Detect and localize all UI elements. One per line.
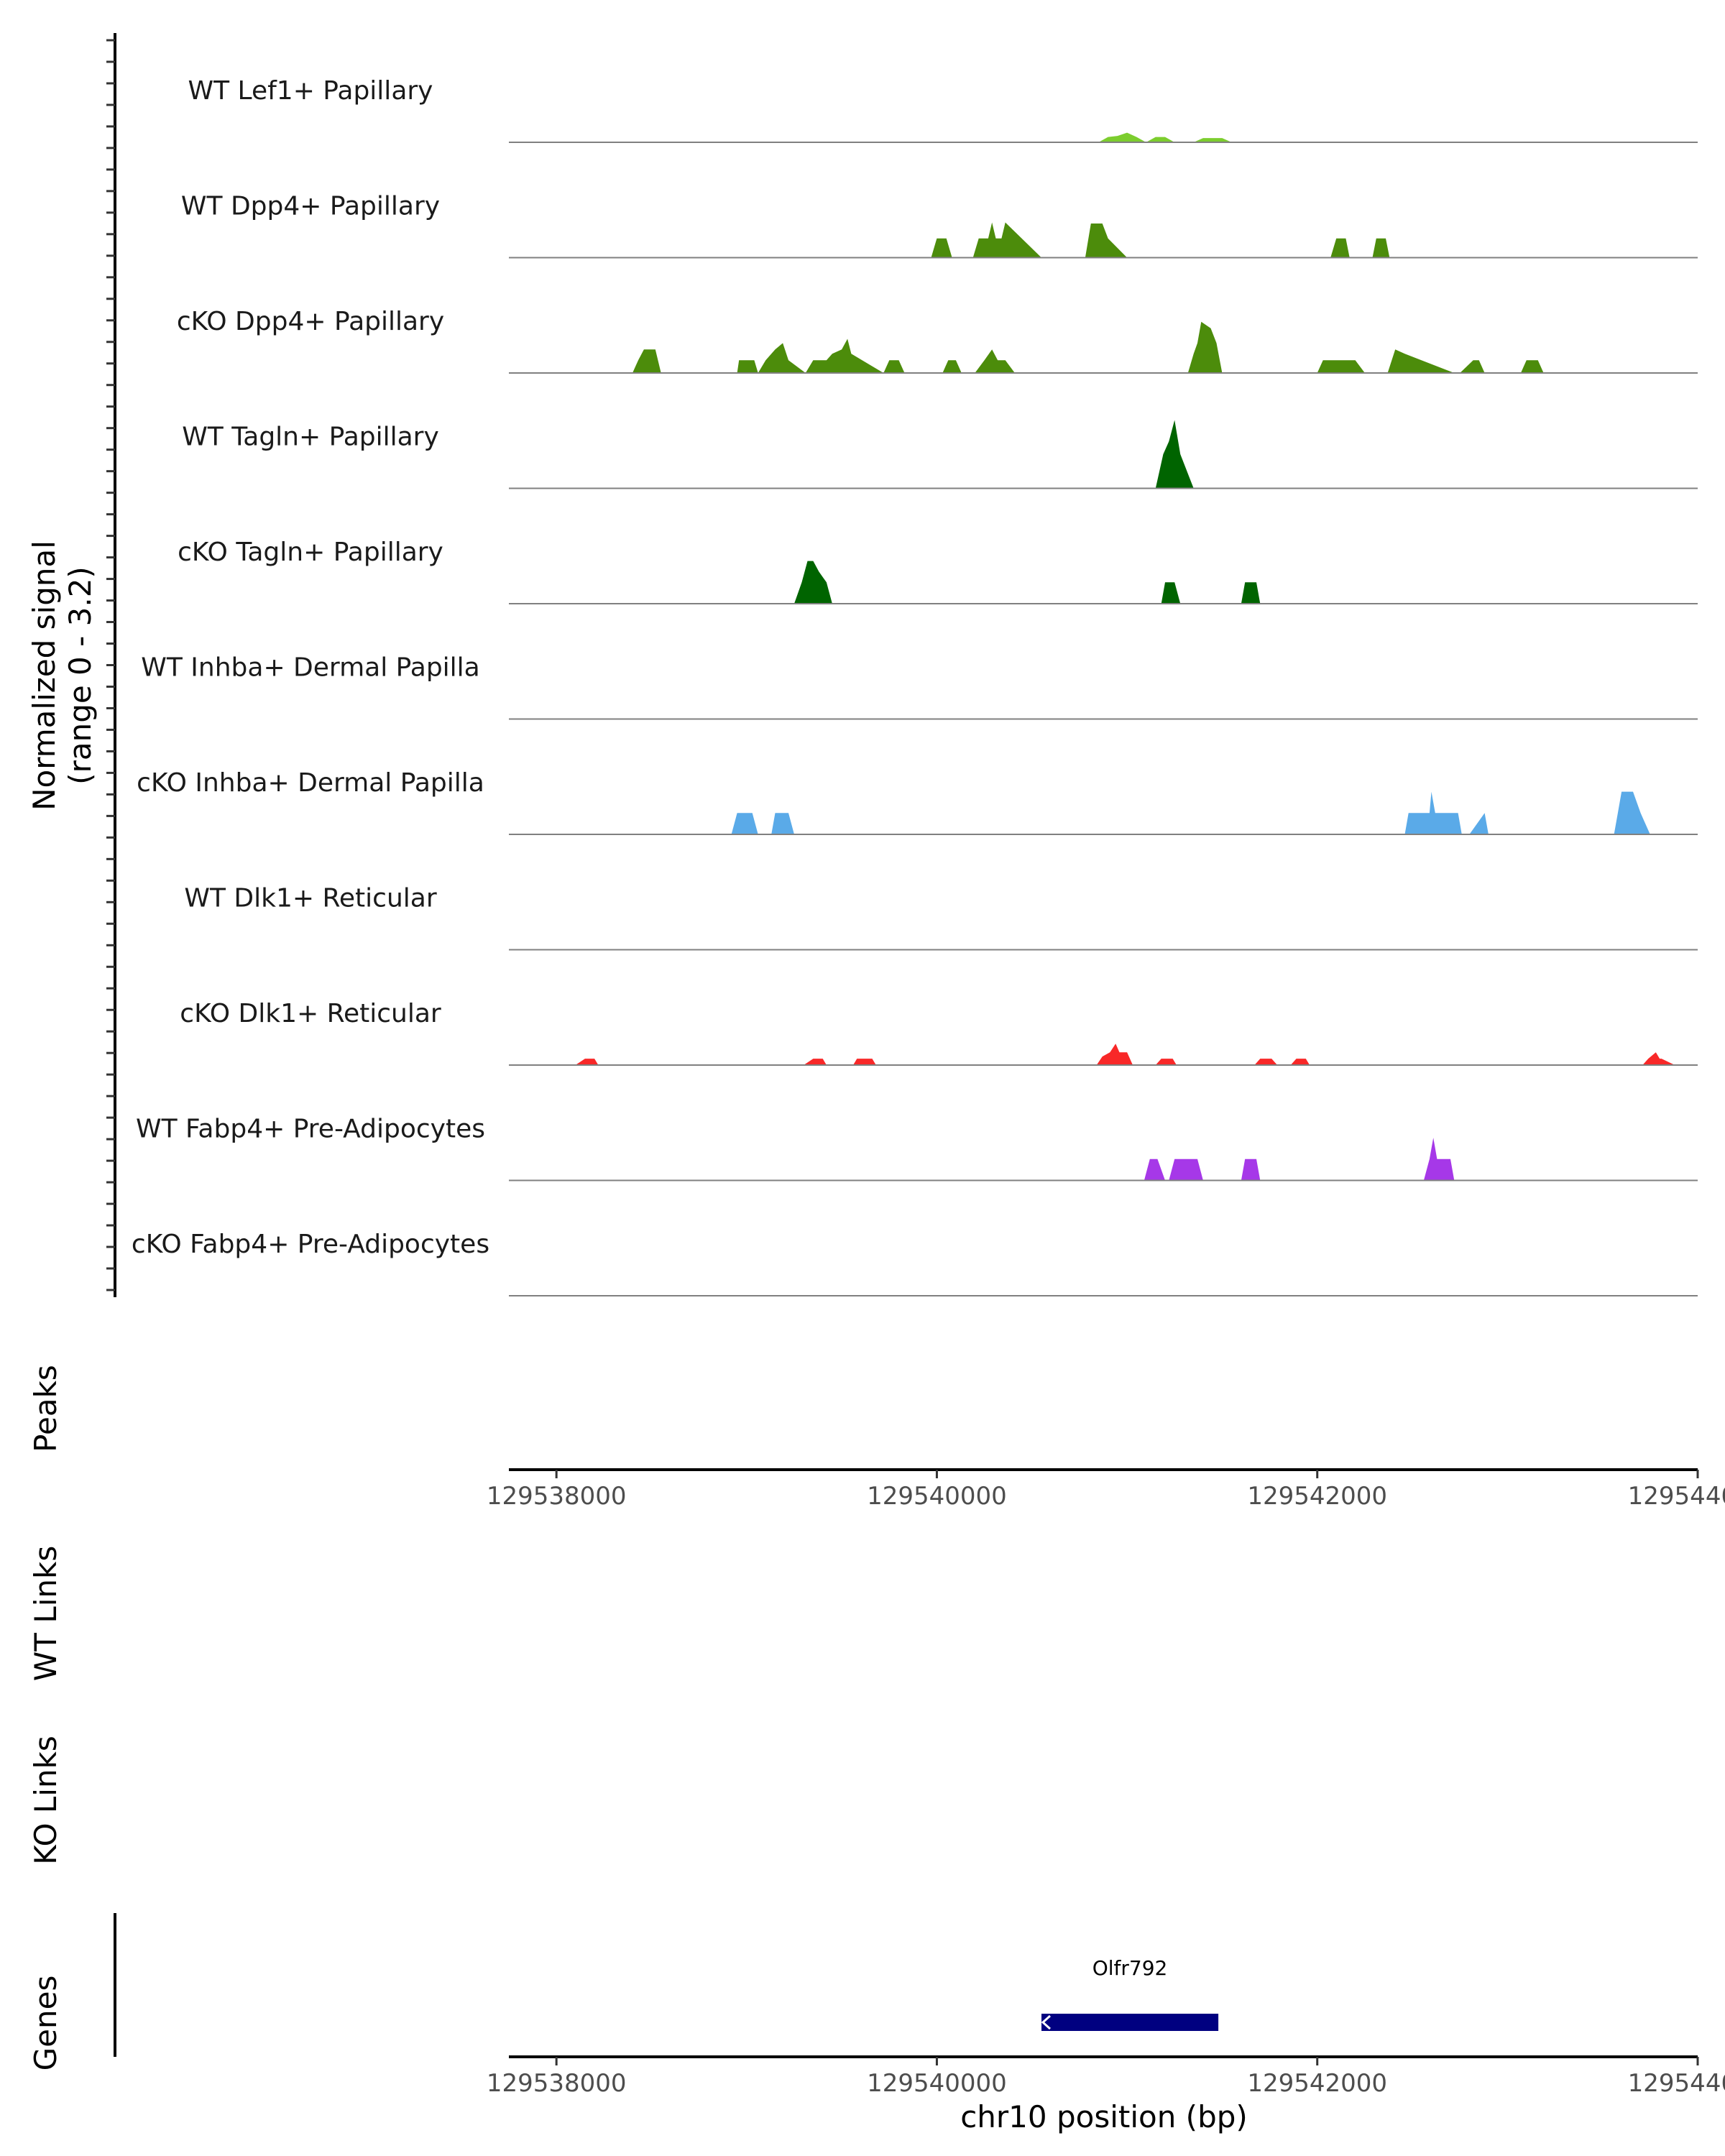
track-label: cKO Inhba+ Dermal Papilla xyxy=(137,768,484,798)
track-label: WT Lef1+ Papillary xyxy=(188,76,433,106)
track-label: cKO Fabp4+ Pre-Adipocytes xyxy=(132,1230,489,1259)
x-tick-label: 129544000 xyxy=(1628,1482,1725,1511)
track-7: cKO Inhba+ Dermal Papilla xyxy=(137,768,1698,835)
track-3: cKO Dpp4+ Papillary xyxy=(177,307,1698,374)
track-label: cKO Dpp4+ Papillary xyxy=(177,307,444,336)
track-2: WT Dpp4+ Papillary xyxy=(181,192,1698,259)
y-axis-range-label: (range 0 - 3.2) xyxy=(63,566,98,785)
track-8: WT Dlk1+ Reticular xyxy=(184,884,1698,951)
coverage-area xyxy=(632,321,1544,373)
track-5: cKO Tagln+ Papillary xyxy=(178,538,1698,604)
ko-links-track-label: KO Links xyxy=(28,1736,63,1865)
genes-x-axis: 129538000 129540000 129542000 129544000 xyxy=(487,2055,1725,2098)
x-axis-label: chr10 position (bp) xyxy=(960,2099,1248,2134)
track-label: cKO Dlk1+ Reticular xyxy=(180,999,441,1028)
coverage-area xyxy=(731,791,1650,834)
x-tick-label: 129540000 xyxy=(867,2069,1007,2098)
coverage-area xyxy=(794,561,1261,604)
y-axis-label: Normalized signal xyxy=(27,540,62,811)
gene-track: Olfr792 xyxy=(1041,1956,1219,2031)
signal-y-axis xyxy=(106,33,116,1297)
track-label: WT Dpp4+ Papillary xyxy=(181,192,440,221)
track-label: cKO Tagln+ Papillary xyxy=(178,538,443,567)
x-tick-label: 129542000 xyxy=(1247,2069,1387,2098)
coverage-tracks: WT Lef1+ Papillary WT Dpp4+ Papillary cKO … xyxy=(132,76,1698,1296)
track-6: WT Inhba+ Dermal Papilla xyxy=(141,653,1698,720)
genes-track-label: Genes xyxy=(28,1976,63,2071)
track-label: WT Tagln+ Papillary xyxy=(182,423,439,452)
peaks-track-label: Peaks xyxy=(28,1365,63,1452)
strand-arrow-icon xyxy=(1041,2014,1051,2030)
coverage-area xyxy=(931,222,1390,258)
x-tick-label: 129540000 xyxy=(867,1482,1007,1511)
track-label: WT Dlk1+ Reticular xyxy=(184,884,436,913)
wt-links-track-label: WT Links xyxy=(28,1546,63,1681)
track-11: cKO Fabp4+ Pre-Adipocytes xyxy=(132,1230,1698,1296)
track-label: WT Inhba+ Dermal Papilla xyxy=(141,653,479,683)
track-label: WT Fabp4+ Pre-Adipocytes xyxy=(136,1115,485,1144)
gene-label: Olfr792 xyxy=(1092,1956,1168,1980)
gene-body xyxy=(1041,2014,1219,2031)
coverage-area xyxy=(1155,420,1194,489)
track-1: WT Lef1+ Papillary xyxy=(188,76,1698,143)
coverage-area xyxy=(1144,1138,1455,1181)
coverage-area xyxy=(1098,132,1232,142)
x-tick-label: 129538000 xyxy=(487,2069,627,2098)
x-tick-label: 129544000 xyxy=(1628,2069,1725,2098)
x-tick-label: 129542000 xyxy=(1247,1482,1387,1511)
track-9: cKO Dlk1+ Reticular xyxy=(180,999,1698,1066)
coverage-area xyxy=(575,1044,1675,1065)
x-tick-label: 129538000 xyxy=(487,1482,627,1511)
track-10: WT Fabp4+ Pre-Adipocytes xyxy=(136,1115,1698,1181)
track-4: WT Tagln+ Papillary xyxy=(182,420,1698,489)
peaks-x-axis: 129538000 129540000 129542000 129544000 xyxy=(487,1468,1725,1511)
